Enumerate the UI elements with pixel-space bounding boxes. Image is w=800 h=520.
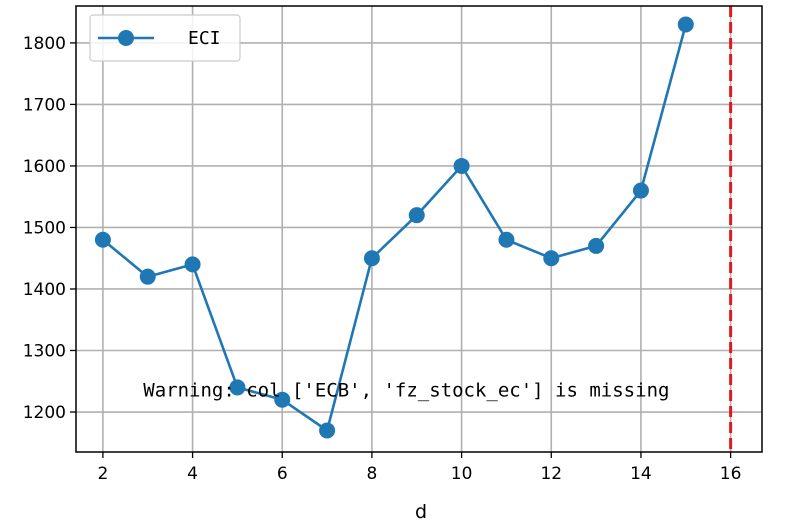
data-point [632,182,649,199]
data-point [184,256,201,273]
x-tick-label: 14 [630,464,652,484]
x-tick-label: 8 [367,464,378,484]
legend-label: ECI [188,28,221,49]
data-point [498,231,515,248]
data-point [94,231,111,248]
data-point [453,157,470,174]
data-point [139,268,156,285]
y-tick-label: 1500 [23,218,66,238]
data-point [274,391,291,408]
data-point [588,237,605,254]
data-point [229,379,246,396]
y-tick-label: 1600 [23,157,66,177]
legend-box [89,14,241,62]
data-point [543,250,560,267]
data-point [408,207,425,224]
x-tick-label: 2 [97,464,108,484]
y-tick-label: 1800 [23,34,66,54]
data-point [363,250,380,267]
data-point [677,16,694,33]
y-tick-label: 1400 [23,280,66,300]
x-tick-label: 12 [540,464,562,484]
axes-frame [75,5,763,453]
warning-annotation: Warning: col ['ECB', 'fz_stock_ec'] is m… [143,380,669,402]
x-tick-label: 10 [451,464,473,484]
y-tick-label: 1300 [23,341,66,361]
x-tick-label: 16 [720,464,742,484]
y-tick-label: 1200 [23,403,66,423]
x-tick-label: 6 [277,464,288,484]
x-axis-label: d [415,501,427,520]
x-tick-label: 4 [187,464,198,484]
y-tick-label: 1700 [23,95,66,115]
data-point [319,422,336,439]
plot-area [76,6,762,452]
legend: ECI [89,14,241,62]
legend-marker [118,30,134,46]
